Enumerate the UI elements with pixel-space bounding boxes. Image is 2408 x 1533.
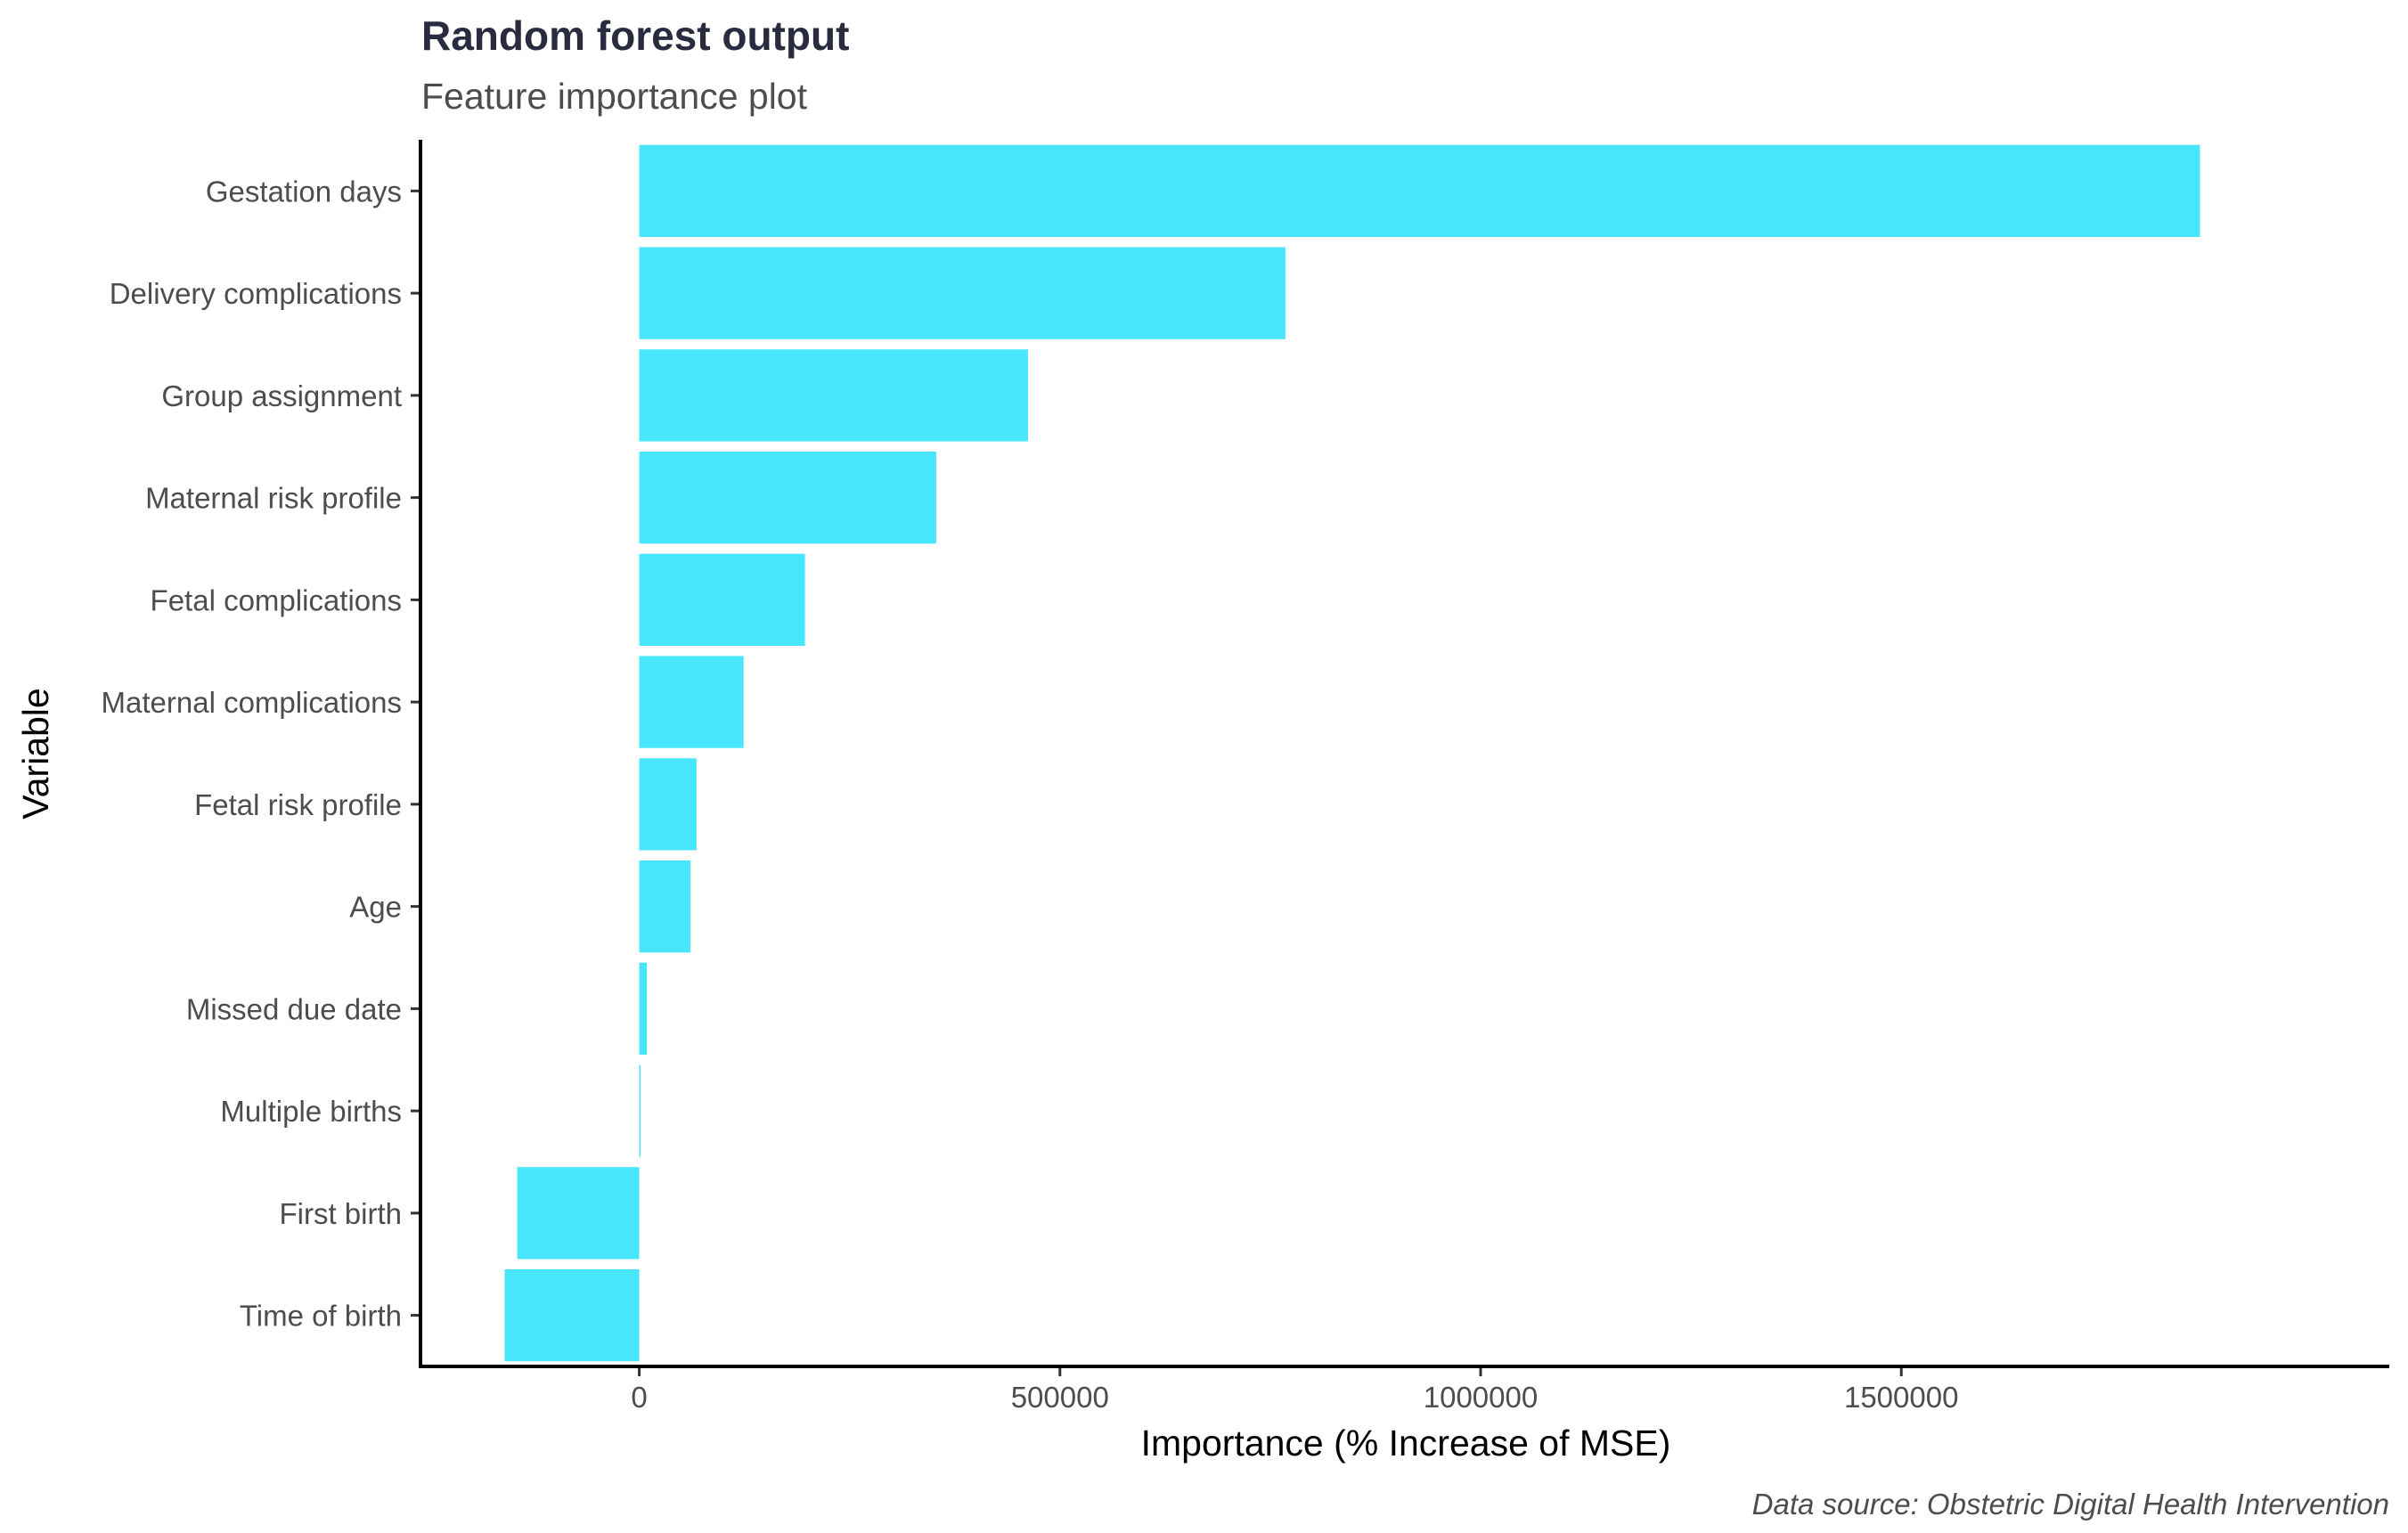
chart-caption: Data source: Obstetric Digital Health In… (1752, 1488, 2389, 1521)
y-tick-label: Gestation days (206, 175, 402, 208)
y-tick-group: Gestation days Delivery complications Grou… (102, 175, 420, 1333)
x-tick-label: 0 (631, 1381, 647, 1414)
bar-maternal-risk-profile (639, 451, 936, 544)
x-tick-label: 500000 (1011, 1381, 1109, 1414)
x-tick-label: 1000000 (1424, 1381, 1538, 1414)
y-tick-label: Delivery complications (110, 277, 402, 310)
bar-time-of-birth (504, 1268, 640, 1362)
y-tick-label: Time of birth (240, 1300, 402, 1333)
bar-group-assignment (639, 349, 1028, 442)
y-tick-label: Group assignment (161, 379, 402, 412)
bar-delivery-complications (639, 247, 1286, 339)
bar-missed-due-date (639, 962, 648, 1056)
chart-title: Random forest output (421, 12, 849, 59)
bars-group (504, 144, 2200, 1362)
bar-fetal-complications (639, 553, 805, 647)
bar-multiple-births (639, 1064, 641, 1157)
y-tick-label: Age (349, 891, 402, 924)
chart-subtitle: Feature importance plot (421, 76, 808, 117)
bar-first-birth (517, 1167, 640, 1260)
y-tick-label: First birth (279, 1197, 402, 1230)
bar-maternal-complications (639, 656, 744, 748)
y-tick-label: Fetal risk profile (194, 788, 402, 821)
x-tick-group: 0 500000 1000000 1500000 (631, 1366, 1958, 1414)
y-tick-label: Missed due date (186, 992, 402, 1025)
y-tick-label: Maternal risk profile (145, 482, 402, 515)
bar-age (639, 860, 691, 953)
y-axis-title: Variable (15, 688, 56, 819)
bar-fetal-risk-profile (639, 758, 697, 851)
y-tick-label: Fetal complications (151, 583, 402, 616)
x-axis-title: Importance (% Increase of MSE) (1141, 1423, 1671, 1464)
x-tick-label: 1500000 (1844, 1381, 1958, 1414)
y-tick-label: Maternal complications (102, 686, 402, 719)
bar-gestation-days (639, 144, 2200, 238)
y-tick-label: Multiple births (220, 1095, 402, 1128)
